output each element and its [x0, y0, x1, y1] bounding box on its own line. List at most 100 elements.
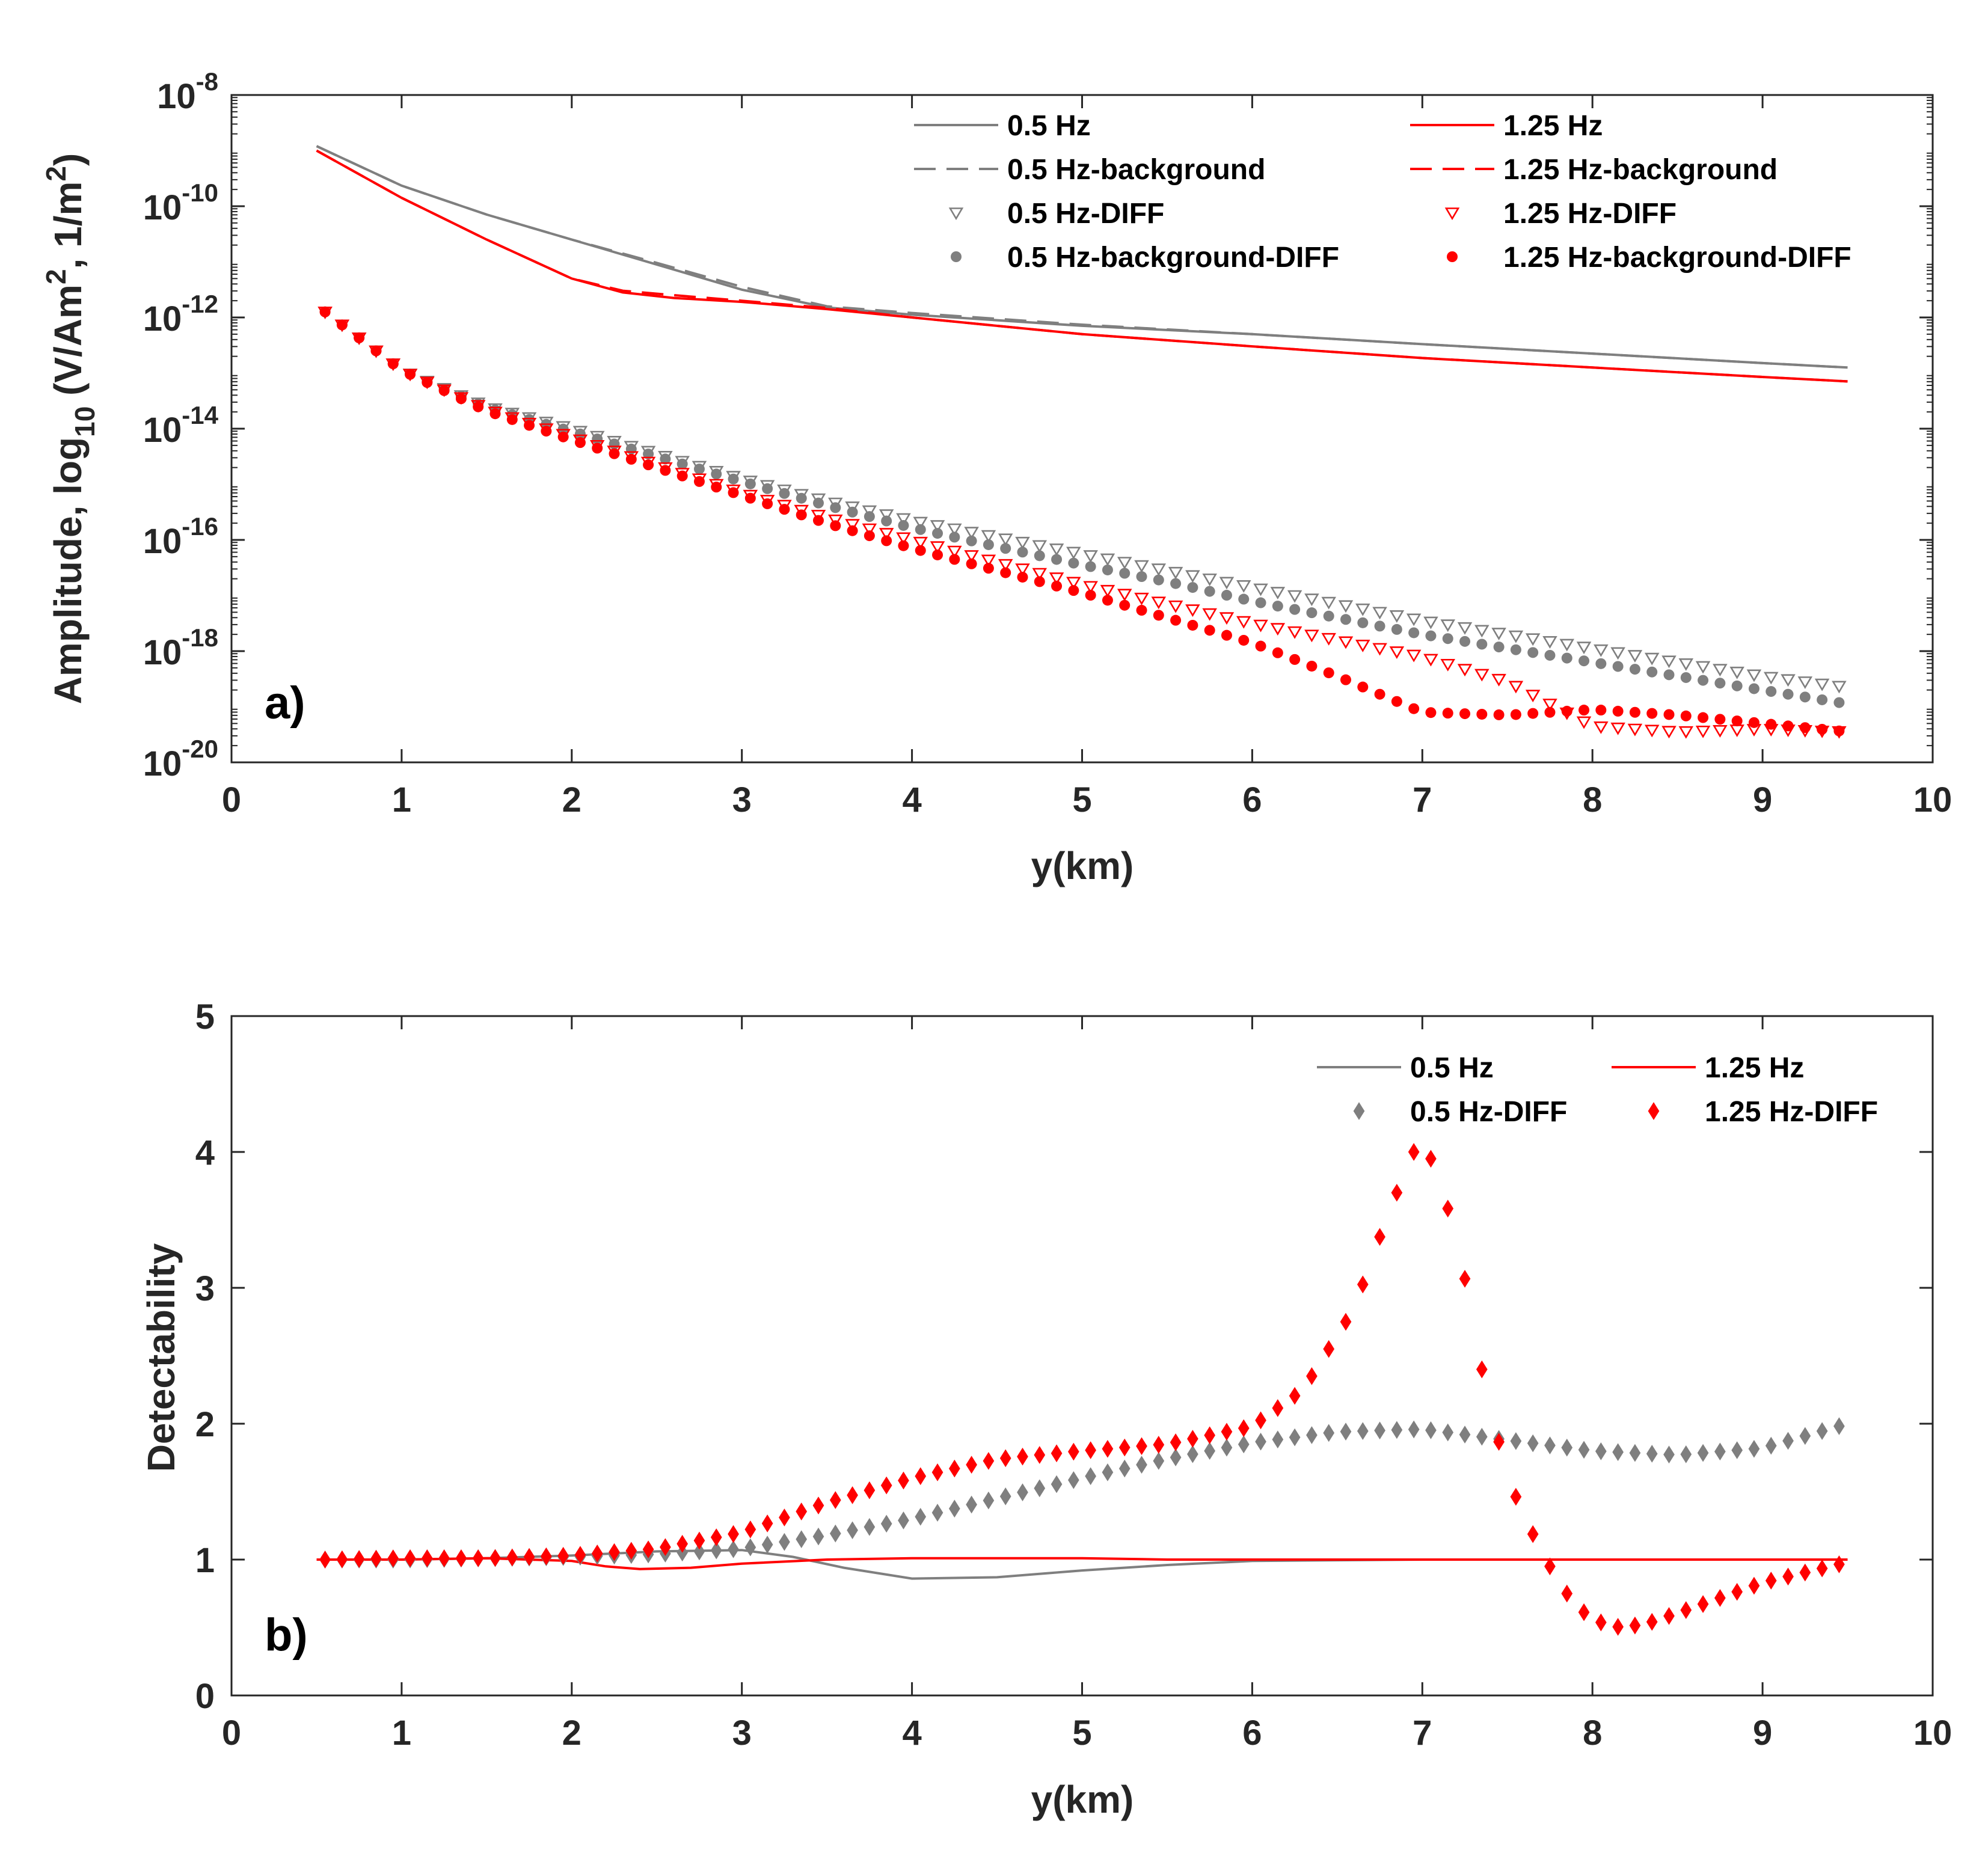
data-point-dot — [1629, 664, 1640, 675]
data-point-dot — [1612, 661, 1624, 672]
data-point-triangle — [1576, 716, 1592, 729]
data-point-dot — [1663, 709, 1675, 720]
data-point-dot — [1238, 593, 1250, 605]
data-point-dot — [830, 502, 841, 513]
data-point-diamond — [796, 1530, 808, 1548]
data-point-triangle — [1338, 600, 1354, 613]
data-point-dot — [1698, 712, 1709, 723]
data-point-triangle — [862, 523, 877, 536]
data-point-diamond — [728, 1540, 739, 1558]
data-point-dot — [574, 437, 586, 449]
data-point-dot — [932, 528, 943, 539]
data-point-dot — [1187, 582, 1198, 593]
data-point-diamond — [1289, 1386, 1301, 1405]
data-point-triangle — [1594, 721, 1609, 734]
data-point-diamond — [1102, 1463, 1114, 1481]
data-point-dot — [1459, 635, 1471, 647]
data-point-dot — [898, 540, 909, 551]
data-point-dot — [506, 414, 518, 425]
data-point-dot — [541, 426, 552, 437]
data-point-triangle — [828, 514, 843, 527]
legend-item: 1.25 Hz — [1612, 1052, 1804, 1084]
x-tick-label: 7 — [1413, 780, 1432, 819]
data-point-dot — [643, 459, 654, 471]
ylabel-part-post: ) — [46, 153, 90, 166]
data-point-diamond — [1816, 1422, 1828, 1441]
data-point-diamond — [1306, 1426, 1318, 1444]
data-point-dot — [1102, 564, 1113, 575]
data-point-triangle — [913, 536, 928, 550]
data-point-dot — [1272, 647, 1283, 658]
x-axis-label-a: y(km) — [1031, 844, 1134, 887]
data-point-triangle — [1457, 622, 1473, 635]
y-tick-base: 10 — [143, 299, 182, 338]
data-point-dot — [1527, 647, 1539, 658]
data-point-diamond — [1272, 1430, 1284, 1449]
data-point-diamond — [1289, 1428, 1301, 1447]
data-point-dot — [983, 539, 994, 550]
data-point-diamond — [1170, 1433, 1182, 1451]
data-point-dot — [370, 345, 382, 357]
data-point-triangle — [1440, 619, 1456, 632]
data-point-triangle — [1083, 581, 1098, 594]
ylabel-part-pre: Amplitude, log — [46, 437, 90, 704]
data-point-dot — [915, 524, 926, 535]
data-point-diamond — [472, 1549, 484, 1567]
data-point-triangle — [1117, 557, 1132, 570]
y-tick-label: 10-14 — [143, 401, 219, 450]
data-point-triangle — [1457, 664, 1473, 677]
legend-item: 0.5 Hz-DIFF — [948, 198, 1164, 230]
data-point-triangle — [1032, 568, 1048, 581]
data-point-dot — [1578, 655, 1590, 667]
data-point-dot — [1051, 554, 1063, 565]
data-point-triangle — [1695, 725, 1711, 738]
data-point-diamond — [1425, 1150, 1437, 1168]
series-group-b — [316, 1143, 1848, 1636]
data-point-dot — [1425, 707, 1437, 718]
data-point-diamond — [1187, 1430, 1198, 1448]
data-point-diamond — [1646, 1445, 1658, 1463]
data-point-dot — [1068, 585, 1079, 596]
x-tick-label: 6 — [1242, 1713, 1262, 1753]
data-point-triangle — [845, 519, 860, 532]
legend-label: 1.25 Hz-background-DIFF — [1503, 242, 1851, 274]
data-point-triangle — [1746, 669, 1762, 682]
data-point-triangle — [1304, 629, 1319, 643]
data-point-triangle — [1049, 572, 1064, 585]
data-point-triangle — [1644, 724, 1660, 738]
data-point-dot — [1663, 669, 1675, 681]
data-point-triangle — [1151, 596, 1167, 610]
data-point-dot — [1714, 678, 1726, 689]
data-point-diamond — [1068, 1471, 1079, 1489]
data-point-dot — [1102, 595, 1113, 606]
data-point-triangle — [1713, 664, 1728, 677]
data-point-diamond — [489, 1549, 501, 1567]
data-point-dot — [1255, 640, 1266, 652]
data-point-triangle — [1355, 603, 1370, 616]
data-point-dot — [1646, 666, 1658, 678]
legend-item: 1.25 Hz-background-DIFF — [1447, 242, 1851, 274]
data-point-dot — [1544, 649, 1556, 661]
data-point-triangle — [1355, 640, 1370, 652]
data-point-triangle — [1270, 587, 1286, 600]
data-point-triangle — [1066, 547, 1081, 560]
data-point-diamond — [796, 1502, 808, 1521]
data-point-dot — [1153, 574, 1164, 586]
data-point-dot — [1817, 694, 1828, 705]
data-point-diamond — [1765, 1436, 1777, 1455]
data-point-diamond — [1034, 1446, 1046, 1464]
data-point-triangle — [1287, 626, 1302, 639]
data-point-diamond — [506, 1548, 518, 1567]
data-point-diamond — [1527, 1525, 1539, 1543]
data-point-diamond — [1357, 1422, 1369, 1441]
data-point-dot — [557, 431, 569, 443]
data-point-dot — [762, 498, 773, 509]
data-point-diamond — [710, 1528, 722, 1546]
y-tick-exponent: -10 — [182, 179, 218, 207]
data-point-diamond — [1646, 1612, 1658, 1631]
data-point-diamond — [744, 1538, 756, 1557]
data-point-dot — [405, 369, 416, 380]
legend-item: 0.5 Hz-background — [914, 154, 1265, 186]
data-point-triangle — [1474, 669, 1489, 682]
data-point-diamond — [1663, 1606, 1675, 1625]
